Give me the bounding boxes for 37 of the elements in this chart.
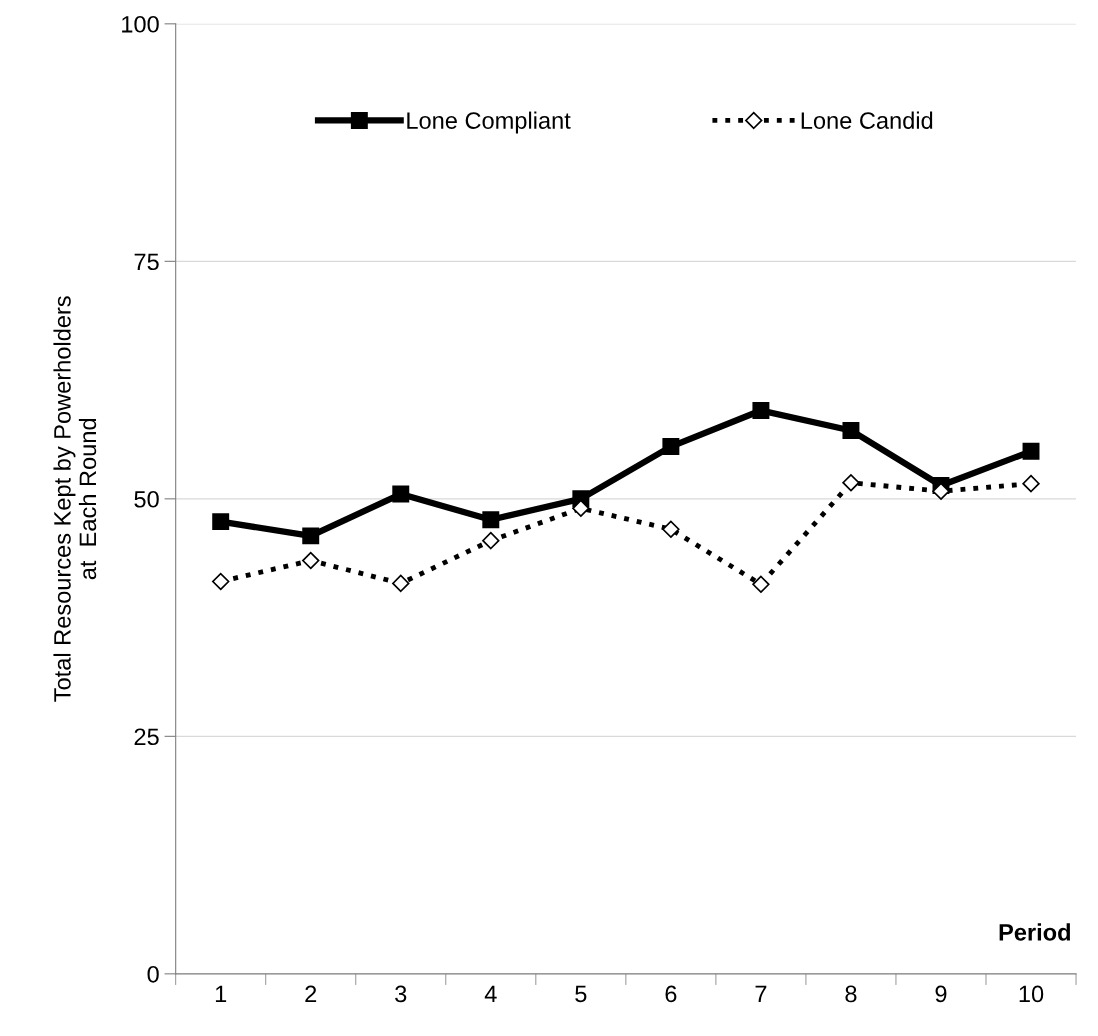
y-tick-label: 0 [147, 965, 159, 983]
x-tick-label: 3 [395, 985, 407, 1003]
point [1022, 442, 1040, 460]
point [392, 574, 410, 593]
point [392, 485, 410, 503]
legend-label: Lone Compliant [407, 111, 571, 134]
point [212, 572, 230, 591]
point [752, 575, 770, 594]
point [482, 531, 500, 550]
y-axis-title: Total Resources Kept by Powerholders at Each Round [53, 296, 97, 702]
point [302, 527, 320, 545]
point [662, 520, 680, 538]
x-tick-label: 9 [935, 985, 947, 1003]
point [572, 499, 590, 518]
y-tick-label: 100 [122, 15, 159, 33]
y-tick-label: 75 [134, 253, 159, 271]
legend-label: Lone Candid [801, 111, 933, 129]
x-tick-label: 6 [665, 985, 677, 1003]
point [842, 473, 860, 492]
x-tick-label: 7 [755, 985, 767, 1003]
point [302, 551, 320, 570]
point [1022, 474, 1040, 493]
y-tick-label: 50 [134, 490, 159, 508]
point [842, 421, 860, 439]
x-tick-label: 10 [1019, 985, 1044, 1003]
point [662, 438, 680, 456]
x-tick-label: 1 [215, 985, 227, 1003]
point [932, 482, 950, 500]
x-axis-title: Period [999, 923, 1070, 941]
point [482, 511, 500, 529]
point [752, 402, 770, 419]
y-tick-label: 25 [134, 728, 159, 746]
point [212, 513, 230, 531]
x-tick-label: 2 [305, 985, 317, 1003]
x-tick-label: 8 [845, 985, 857, 1003]
x-tick-label: 4 [484, 985, 497, 1003]
x-tick-label: 5 [575, 985, 587, 1003]
